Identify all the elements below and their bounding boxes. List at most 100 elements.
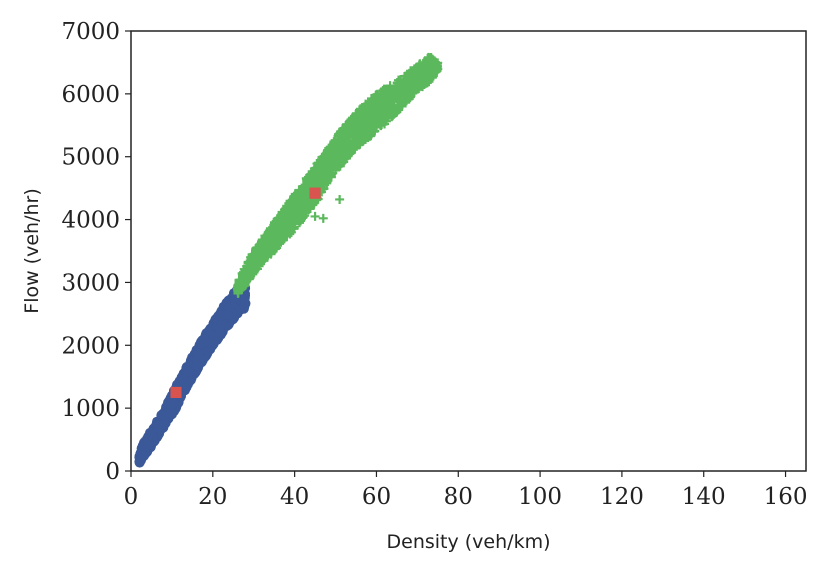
data-point-blue <box>154 420 165 431</box>
data-point-blue <box>209 332 220 343</box>
data-point-green <box>392 96 402 106</box>
data-point-green <box>368 123 378 133</box>
data-point-blue <box>214 323 225 334</box>
data-point-green <box>387 112 397 122</box>
data-point-green <box>381 99 391 109</box>
data-point-green <box>335 157 345 167</box>
data-point-green <box>327 158 337 168</box>
data-point-green <box>372 110 382 120</box>
y-tick-label: 1000 <box>61 396 120 422</box>
data-point-green <box>301 183 311 193</box>
x-tick-label: 140 <box>682 484 726 510</box>
data-point-green <box>249 252 259 262</box>
data-point-green <box>330 165 340 175</box>
data-point-green <box>301 173 311 183</box>
y-tick-label: 7000 <box>61 19 120 45</box>
data-point-blue <box>135 448 146 459</box>
data-point-green <box>410 67 420 77</box>
data-point-green <box>355 108 365 118</box>
data-point-green <box>361 126 371 136</box>
data-point-green <box>420 79 430 89</box>
data-point-green <box>404 68 414 78</box>
data-point-green <box>420 70 430 80</box>
data-point-green <box>315 155 325 165</box>
y-tick-label: 0 <box>105 459 120 485</box>
data-point-green <box>333 131 343 141</box>
data-point-green <box>283 226 293 236</box>
data-point-green <box>264 247 274 257</box>
plot-frame <box>130 30 807 472</box>
data-marks <box>134 52 443 468</box>
data-point-green <box>264 232 274 242</box>
data-point-green <box>389 107 399 117</box>
y-tick-label: 5000 <box>61 145 120 171</box>
data-point-green <box>405 89 415 99</box>
y-axis-ticks: 0 1000 2000 3000 4000 5000 6000 7000 <box>61 19 131 485</box>
data-point-blue <box>199 333 210 344</box>
data-point-red-marker <box>309 187 321 199</box>
data-point-green <box>340 132 350 142</box>
data-point-blue <box>192 360 203 371</box>
data-point-green <box>306 199 316 209</box>
x-tick-label: 60 <box>362 484 391 510</box>
x-tick-label: 40 <box>280 484 309 510</box>
y-tick-label: 4000 <box>61 208 120 234</box>
data-point-green <box>336 145 346 155</box>
data-point-green <box>361 110 371 120</box>
data-point-green <box>302 182 312 192</box>
data-point-blue <box>222 300 233 311</box>
data-point-green <box>403 78 413 88</box>
data-point-blue <box>181 362 192 373</box>
data-point-green <box>323 169 333 179</box>
data-point-green <box>278 216 288 226</box>
data-point-red-marker <box>170 386 182 398</box>
data-point-green <box>254 254 264 264</box>
data-point-green <box>270 244 280 254</box>
data-point-green <box>365 99 375 109</box>
data-point-green <box>248 269 258 279</box>
x-tick-label: 20 <box>198 484 227 510</box>
data-point-green <box>234 279 244 289</box>
data-point-green <box>345 148 355 158</box>
data-point-blue <box>147 429 158 440</box>
data-point-blue <box>157 410 168 421</box>
data-point-green <box>240 267 250 277</box>
data-point-green <box>328 140 338 150</box>
data-point-green <box>386 85 396 95</box>
data-point-green <box>257 237 267 247</box>
data-point-green <box>325 147 335 157</box>
data-point-blue <box>239 301 250 312</box>
data-point-green <box>284 208 294 218</box>
data-point-green-outlier <box>318 213 328 223</box>
x-tick-label: 100 <box>518 484 562 510</box>
data-point-green <box>241 274 251 284</box>
data-point-blue <box>134 456 145 467</box>
data-point-blue <box>216 309 227 320</box>
data-point-green <box>377 120 387 130</box>
x-axis-label: Density (veh/km) <box>387 531 551 553</box>
data-point-green-outlier <box>335 194 345 204</box>
data-point-green <box>397 101 407 111</box>
data-point-green <box>371 90 381 100</box>
data-point-green <box>419 64 429 74</box>
data-point-green <box>233 288 243 298</box>
data-point-green <box>269 220 279 230</box>
data-point-green <box>428 58 438 68</box>
x-tick-label: 0 <box>124 484 139 510</box>
data-point-green <box>357 131 367 141</box>
data-point-green <box>375 118 385 128</box>
y-axis-label: Flow (veh/hr) <box>21 188 43 313</box>
data-point-green <box>432 66 442 76</box>
data-point-green <box>297 212 307 222</box>
x-tick-label: 80 <box>444 484 473 510</box>
data-point-green <box>366 106 376 116</box>
data-point-green <box>387 94 397 104</box>
y-tick-label: 6000 <box>61 82 120 108</box>
y-tick-label: 2000 <box>61 333 120 359</box>
data-point-blue <box>178 374 189 385</box>
data-point-green <box>240 280 250 290</box>
x-tick-label: 120 <box>600 484 644 510</box>
data-point-green <box>341 121 351 131</box>
y-tick-label: 3000 <box>61 270 120 296</box>
data-point-green <box>413 84 423 94</box>
